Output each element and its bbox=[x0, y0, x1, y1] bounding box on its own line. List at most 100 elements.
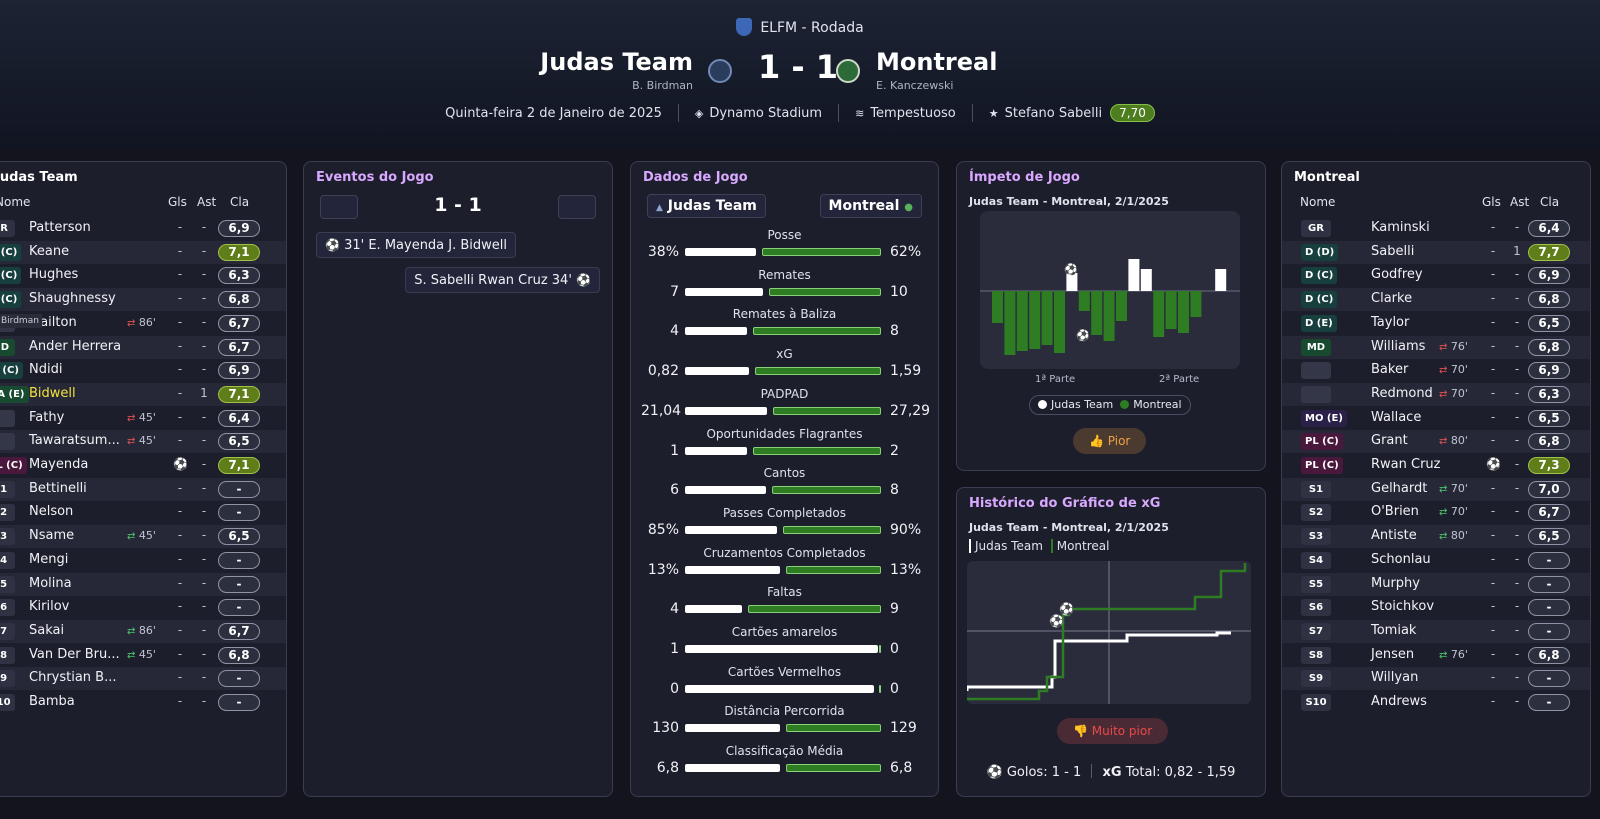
home-team-name[interactable]: Judas Team bbox=[540, 48, 693, 76]
player-row[interactable]: GRPatterson--6,9 bbox=[0, 217, 286, 240]
player-row[interactable]: DA (E)Bidwell - 1 7,1 bbox=[0, 382, 286, 406]
col-rating[interactable]: Cla bbox=[1540, 195, 1560, 209]
home-team-block[interactable]: Judas Team B. Birdman bbox=[540, 48, 693, 92]
player-name[interactable]: Tawaratsum... bbox=[29, 433, 120, 449]
player-name[interactable]: Antiste bbox=[1371, 528, 1417, 544]
player-name[interactable]: Williams bbox=[1371, 338, 1426, 354]
player-name[interactable]: O'Brien bbox=[1371, 504, 1419, 520]
player-row[interactable]: S6Kirilov--- bbox=[0, 596, 286, 619]
player-name[interactable]: Wallace bbox=[1371, 409, 1422, 425]
player-row[interactable]: Baker ⇄ 70' - -6,9 bbox=[1282, 359, 1590, 382]
referee-name[interactable]: Stefano Sabelli bbox=[1004, 105, 1103, 121]
player-row[interactable]: MD Williams ⇄ 76' - -6,8 bbox=[1282, 335, 1590, 359]
away-team-name[interactable]: Montreal bbox=[876, 48, 998, 76]
player-name[interactable]: Fathy bbox=[29, 409, 65, 425]
player-row[interactable]: MO (E) Wallace - -6,5 bbox=[1282, 407, 1590, 430]
player-row[interactable]: S2 O'Brien ⇄ 70' - -6,7 bbox=[1282, 501, 1590, 524]
away-lineup-title[interactable]: Montreal bbox=[1294, 170, 1360, 185]
player-name[interactable]: Bidwell bbox=[29, 385, 76, 401]
player-name[interactable]: Hughes bbox=[29, 267, 79, 283]
player-name[interactable]: Grant bbox=[1371, 433, 1408, 449]
xg-assessment-button[interactable]: 👎 Muito pior bbox=[1057, 718, 1169, 744]
player-row[interactable]: S9Chrystian B...--- bbox=[0, 667, 286, 691]
player-row[interactable]: PL (C)Mayenda ⚽-7,1 bbox=[0, 454, 286, 477]
player-name[interactable]: Sakai bbox=[29, 622, 65, 638]
xg-chart[interactable]: ⚽ ⚽ bbox=[965, 561, 1251, 704]
player-name[interactable]: Murphy bbox=[1371, 575, 1420, 591]
player-row[interactable]: D (C) Clarke - -6,8 bbox=[1282, 288, 1590, 312]
player-name[interactable]: Mengi bbox=[29, 551, 69, 567]
player-row[interactable]: PL (C) Grant ⇄ 80' - -6,8 bbox=[1282, 430, 1590, 454]
player-row[interactable]: S8 Jensen ⇄ 76' - -6,8 bbox=[1282, 644, 1590, 667]
player-row[interactable]: MDAnder Herrera--6,7 bbox=[0, 335, 286, 359]
player-name[interactable]: Bamba bbox=[29, 694, 75, 709]
player-row[interactable]: Fathy ⇄ 45' - -6,4 bbox=[0, 407, 286, 430]
player-row[interactable]: S6 Stoichkov - - - bbox=[1282, 596, 1590, 619]
player-name[interactable]: Clarke bbox=[1371, 291, 1413, 307]
player-name[interactable]: Sabelli bbox=[1371, 243, 1415, 259]
col-rating[interactable]: Cla bbox=[230, 195, 250, 209]
player-name[interactable]: Andrews bbox=[1371, 694, 1427, 709]
col-name[interactable]: Nome bbox=[1300, 195, 1336, 209]
player-name[interactable]: Van Der Bru... bbox=[29, 646, 120, 662]
player-row[interactable]: S5 Murphy - - - bbox=[1282, 572, 1590, 596]
player-row[interactable]: D (D) Sabelli - 1 7,7 bbox=[1282, 240, 1590, 264]
player-row[interactable]: S7 Tomiak - - - bbox=[1282, 619, 1590, 643]
player-name[interactable]: Jensen bbox=[1371, 646, 1415, 662]
momentum-chart[interactable]: ⚽ ⚽ bbox=[980, 211, 1251, 369]
away-team-block[interactable]: Montreal E. Kanczewski bbox=[876, 48, 997, 92]
away-manager[interactable]: E. Kanczewski bbox=[876, 79, 954, 92]
player-row[interactable]: Tawaratsum... ⇄ 45' - -6,5 bbox=[0, 430, 286, 454]
player-row[interactable]: S2Nelson--- bbox=[0, 501, 286, 524]
stadium-name[interactable]: Dynamo Stadium bbox=[709, 105, 823, 121]
player-row[interactable]: S1Bettinelli--- bbox=[0, 477, 286, 501]
player-name[interactable]: Stoichkov bbox=[1371, 599, 1435, 615]
player-row[interactable]: PL (C) Rwan Cruz ⚽ -7,3 bbox=[1282, 454, 1590, 477]
player-name[interactable]: Gelhardt bbox=[1371, 480, 1428, 496]
player-name[interactable]: Taylor bbox=[1371, 314, 1410, 330]
player-row[interactable]: GR Kaminski - -6,4 bbox=[1282, 217, 1590, 240]
player-row[interactable]: S9 Willyan - - - bbox=[1282, 667, 1590, 691]
col-name[interactable]: Nome bbox=[0, 195, 31, 209]
player-name[interactable]: Kaminski bbox=[1371, 220, 1430, 235]
player-name[interactable]: Chrystian B... bbox=[29, 670, 117, 686]
player-name[interactable]: Willyan bbox=[1371, 670, 1419, 686]
player-name[interactable]: Mayenda bbox=[29, 457, 89, 472]
player-row[interactable]: S3 Antiste ⇄ 80' - -6,5 bbox=[1282, 525, 1590, 549]
player-name[interactable]: Bettinelli bbox=[29, 480, 87, 496]
player-name[interactable]: Ndidi bbox=[29, 362, 63, 378]
player-name[interactable]: Tomiak bbox=[1371, 622, 1417, 638]
player-row[interactable]: D (C)Keane--7,1 bbox=[0, 240, 286, 264]
player-name[interactable]: Baker bbox=[1371, 362, 1409, 378]
player-name[interactable]: Shaughnessy bbox=[29, 291, 116, 307]
col-assists[interactable]: Ast bbox=[197, 195, 217, 209]
player-name[interactable]: Molina bbox=[29, 575, 72, 591]
player-row[interactable]: D (E) Taylor - -6,5 bbox=[1282, 312, 1590, 335]
player-row[interactable]: S3Nsame⇄ 45'--6,5 bbox=[0, 525, 286, 549]
home-lineup-title[interactable]: Judas Team bbox=[0, 170, 78, 185]
col-assists[interactable]: Ast bbox=[1510, 195, 1530, 209]
player-row[interactable]: Redmond ⇄ 70' - -6,3 bbox=[1282, 382, 1590, 406]
event-goal-away[interactable]: S. Sabelli Rwan Cruz 34' ⚽ bbox=[405, 267, 600, 293]
player-row[interactable]: S10 Andrews - - - bbox=[1282, 691, 1590, 714]
player-name[interactable]: Rwan Cruz bbox=[1371, 457, 1441, 472]
col-goals[interactable]: Gls bbox=[168, 195, 187, 209]
event-goal-home[interactable]: ⚽ 31' E. Mayenda J. Bidwell bbox=[316, 232, 517, 258]
player-row[interactable]: D (C)Shaughnessy--6,8 bbox=[0, 288, 286, 312]
player-row[interactable]: D (C)Hughes--6,3 bbox=[0, 264, 286, 287]
player-name[interactable]: Nsame bbox=[29, 528, 75, 544]
col-goals[interactable]: Gls bbox=[1482, 195, 1501, 209]
player-name[interactable]: Redmond bbox=[1371, 385, 1433, 401]
player-name[interactable]: Kirilov bbox=[29, 599, 70, 615]
player-name[interactable]: Keane bbox=[29, 243, 70, 259]
player-row[interactable]: S7Sakai⇄ 86'--6,7 bbox=[0, 619, 286, 643]
player-row[interactable]: D (C) Godfrey - -6,9 bbox=[1282, 264, 1590, 287]
player-row[interactable]: S4 Schonlau - - - bbox=[1282, 549, 1590, 572]
player-row[interactable]: S4Mengi--- bbox=[0, 549, 286, 572]
player-row[interactable]: Mailton ⇄ 86' - -6,7 bbox=[0, 312, 286, 335]
player-name[interactable]: Godfrey bbox=[1371, 267, 1423, 283]
player-row[interactable]: S5Molina--- bbox=[0, 572, 286, 596]
player-row[interactable]: S10Bamba--- bbox=[0, 691, 286, 714]
player-name[interactable]: Schonlau bbox=[1371, 551, 1431, 567]
player-name[interactable]: Nelson bbox=[29, 504, 74, 520]
